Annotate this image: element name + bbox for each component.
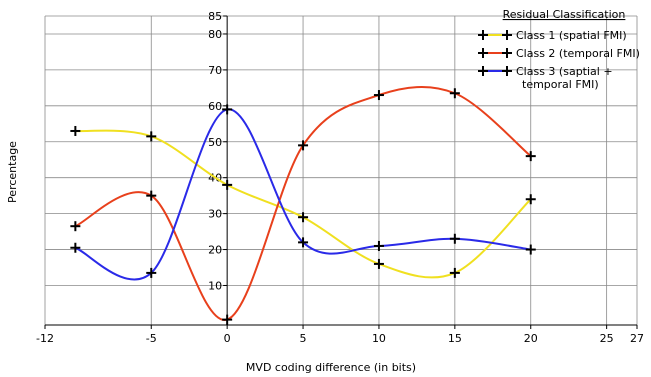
x-tick-label: 15 [448, 332, 462, 345]
y-tick-label: 30 [208, 208, 222, 221]
y-tick-label: 20 [208, 244, 222, 257]
legend-item-class-1: Class 1 (spatial FMI) [478, 29, 627, 42]
data-point-class-3 [146, 267, 157, 278]
x-tick-label: 0 [224, 332, 231, 345]
data-point-class-3 [298, 237, 309, 248]
legend-label: Class 3 (saptial + [516, 65, 613, 78]
x-tick-label: 10 [372, 332, 386, 345]
data-point-class-2 [525, 151, 536, 162]
axes [44, 15, 638, 329]
data-point-class-1 [449, 267, 460, 278]
data-point-class-2 [222, 314, 233, 325]
data-point-class-2 [298, 140, 309, 151]
data-point-class-3 [373, 240, 384, 251]
data-point-class-2 [70, 221, 81, 232]
x-axis-title: MVD coding difference (in bits) [246, 361, 416, 374]
y-tick-label: 50 [208, 136, 222, 149]
legend-marker [478, 30, 488, 40]
y-axis-title: Percentage [6, 141, 19, 203]
legend-marker [478, 66, 488, 76]
y-tick-label: 80 [208, 28, 222, 41]
data-point-class-1 [222, 179, 233, 190]
data-point-class-1 [146, 131, 157, 142]
x-tick-label: -5 [146, 332, 157, 345]
legend-item-class-3: Class 3 (saptial +temporal FMI) [478, 65, 613, 91]
data-point-class-1 [298, 212, 309, 223]
data-point-class-2 [373, 90, 384, 101]
data-point-class-1 [373, 258, 384, 269]
x-tick-label: -12 [36, 332, 54, 345]
legend-marker [478, 48, 488, 58]
legend: Residual Classification Class 1 (spatial… [478, 8, 640, 91]
legend-label: temporal FMI) [522, 78, 599, 91]
legend-marker [502, 66, 512, 76]
data-point-class-3 [525, 244, 536, 255]
x-tick-label: 27 [630, 332, 644, 345]
data-point-class-1 [525, 194, 536, 205]
legend-title: Residual Classification [503, 8, 626, 21]
y-tick-label: 70 [208, 64, 222, 77]
data-point-class-1 [70, 125, 81, 136]
data-point-class-2 [146, 190, 157, 201]
data-point-class-2 [449, 88, 460, 99]
x-tick-label: 25 [600, 332, 614, 345]
y-tick-label: 85 [208, 10, 222, 23]
x-tick-label: 5 [300, 332, 307, 345]
y-tick-label: 10 [208, 279, 222, 292]
legend-marker [502, 48, 512, 58]
x-tick-label: 20 [524, 332, 538, 345]
legend-label: Class 2 (temporal FMI) [516, 47, 640, 60]
legend-label: Class 1 (spatial FMI) [516, 29, 627, 42]
legend-marker [502, 30, 512, 40]
data-markers [70, 88, 536, 325]
data-point-class-3 [449, 233, 460, 244]
data-point-class-3 [222, 104, 233, 115]
y-tick-label: 60 [208, 100, 222, 113]
data-point-class-3 [70, 242, 81, 253]
legend-item-class-2: Class 2 (temporal FMI) [478, 47, 640, 60]
